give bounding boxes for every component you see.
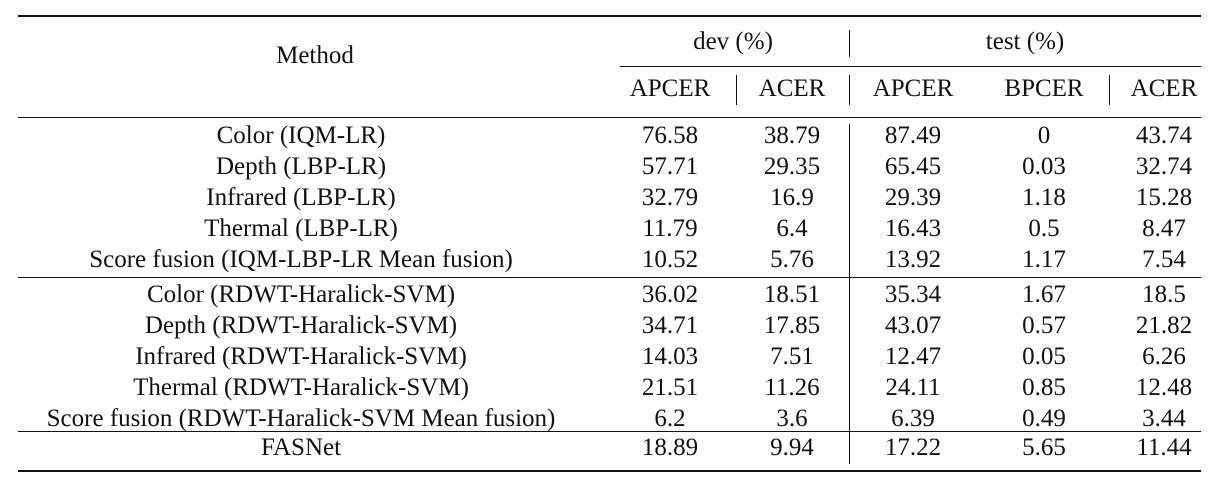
- value-cell: 3.44: [1142, 405, 1186, 432]
- top-rule: [18, 15, 1201, 17]
- value-cell: 43.74: [1135, 122, 1193, 149]
- value-cell: 12.47: [884, 343, 942, 370]
- test-col-separator-2: [1109, 75, 1110, 105]
- method-cell: Score fusion (RDWT-Haralick-SVM Mean fus…: [46, 405, 556, 432]
- column-header: ACER: [1130, 75, 1198, 102]
- value-cell: 8.47: [1142, 215, 1186, 242]
- value-cell: 1.18: [1022, 184, 1066, 211]
- value-cell: 16.43: [884, 215, 942, 242]
- body-separator: [849, 124, 850, 464]
- method-cell: Color (RDWT-Haralick-SVM): [146, 281, 456, 308]
- value-cell: 17.22: [884, 434, 942, 461]
- value-cell: 29.39: [884, 184, 942, 211]
- value-cell: 6.26: [1142, 343, 1186, 370]
- value-cell: 9.94: [770, 434, 814, 461]
- value-cell: 57.71: [641, 153, 699, 180]
- value-cell: 0.05: [1022, 343, 1066, 370]
- group-underline: [620, 66, 1201, 67]
- value-cell: 32.74: [1135, 153, 1193, 180]
- value-cell: 24.11: [885, 374, 941, 401]
- value-cell: 6.2: [654, 405, 686, 432]
- method-cell: Score fusion (IQM-LBP-LR Mean fusion): [89, 246, 513, 273]
- dev-col-separator: [736, 75, 737, 105]
- value-cell: 87.49: [884, 122, 942, 149]
- value-cell: 13.92: [884, 246, 942, 273]
- value-cell: 32.79: [641, 184, 699, 211]
- value-cell: 0: [1037, 122, 1051, 149]
- value-cell: 0.49: [1022, 405, 1066, 432]
- group-separator: [849, 30, 850, 57]
- value-cell: 65.45: [884, 153, 942, 180]
- group-header-dev: dev (%): [693, 28, 773, 55]
- column-header: BPCER: [1004, 75, 1084, 102]
- value-cell: 6.4: [776, 215, 808, 242]
- value-cell: 21.51: [641, 374, 699, 401]
- value-cell: 0.03: [1022, 153, 1066, 180]
- value-cell: 29.35: [763, 153, 821, 180]
- value-cell: 7.54: [1142, 246, 1186, 273]
- value-cell: 10.52: [641, 246, 699, 273]
- value-cell: 15.28: [1135, 184, 1193, 211]
- value-cell: 3.6: [776, 405, 808, 432]
- header-rule: [18, 117, 1201, 118]
- value-cell: 0.57: [1022, 312, 1066, 339]
- value-cell: 5.76: [770, 246, 814, 273]
- method-cell: Depth (RDWT-Haralick-SVM): [144, 312, 458, 339]
- method-cell: Color (IQM-LR): [216, 122, 386, 149]
- value-cell: 43.07: [884, 312, 942, 339]
- value-cell: 35.34: [884, 281, 942, 308]
- value-cell: 17.85: [763, 312, 821, 339]
- value-cell: 1.67: [1022, 281, 1066, 308]
- value-cell: 11.79: [642, 215, 698, 242]
- method-cell: Infrared (LBP-LR): [206, 184, 396, 211]
- column-header: ACER: [758, 75, 826, 102]
- column-header: APCER: [629, 75, 711, 102]
- value-cell: 0.85: [1022, 374, 1066, 401]
- value-cell: 6.39: [891, 405, 935, 432]
- method-cell: Infrared (RDWT-Haralick-SVM): [135, 343, 467, 370]
- value-cell: 34.71: [641, 312, 699, 339]
- section-rule-2: [18, 431, 1201, 432]
- value-cell: 18.5: [1142, 281, 1186, 308]
- method-cell: Thermal (LBP-LR): [204, 215, 398, 242]
- column-header: APCER: [872, 75, 954, 102]
- value-cell: 18.51: [763, 281, 821, 308]
- value-cell: 76.58: [641, 122, 699, 149]
- method-cell: Depth (LBP-LR): [215, 153, 387, 180]
- value-cell: 7.51: [770, 343, 814, 370]
- value-cell: 14.03: [641, 343, 699, 370]
- value-cell: 11.26: [764, 374, 820, 401]
- value-cell: 11.44: [1136, 434, 1192, 461]
- value-cell: 38.79: [763, 122, 821, 149]
- value-cell: 21.82: [1135, 312, 1193, 339]
- section-rule-1: [18, 277, 1201, 278]
- value-cell: 1.17: [1022, 246, 1066, 273]
- value-cell: 18.89: [641, 434, 699, 461]
- value-cell: 0.5: [1028, 215, 1060, 242]
- method-cell: FASNet: [260, 434, 342, 461]
- bottom-rule: [18, 470, 1201, 472]
- method-header: Method: [276, 42, 354, 69]
- value-cell: 36.02: [641, 281, 699, 308]
- value-cell: 12.48: [1135, 374, 1193, 401]
- value-cell: 5.65: [1022, 434, 1066, 461]
- value-cell: 16.9: [770, 184, 814, 211]
- method-cell: Thermal (RDWT-Haralick-SVM): [133, 374, 469, 401]
- test-col-separator-1: [849, 75, 850, 105]
- group-header-test: test (%): [985, 28, 1065, 55]
